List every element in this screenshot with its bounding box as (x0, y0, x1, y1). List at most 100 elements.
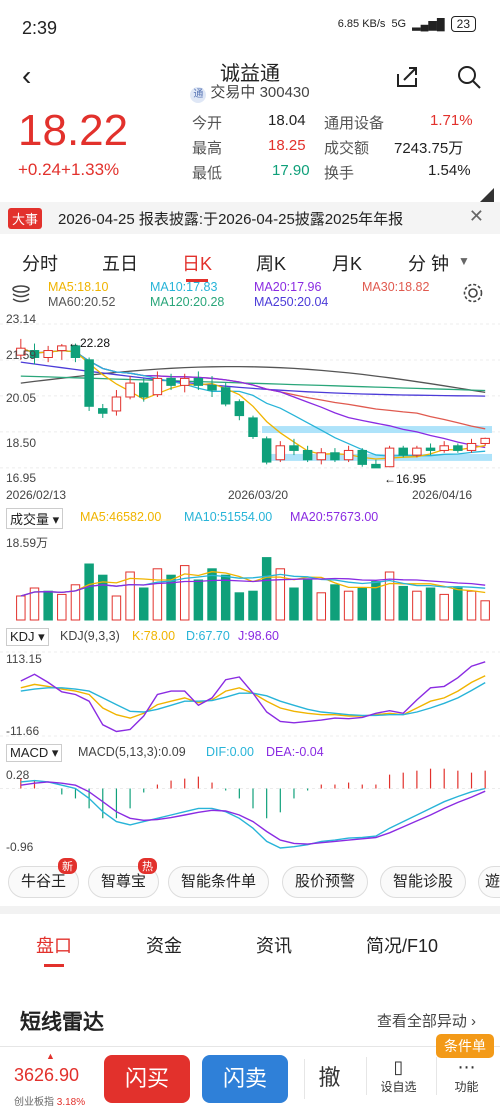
status-time: 2:39 (22, 18, 58, 38)
candle-body (357, 449, 367, 465)
tool-smart-order[interactable]: 智能条件单 (168, 866, 270, 898)
tool-label: 牛谷王 (21, 873, 67, 890)
flash-buy-button[interactable]: 闪买 (104, 1055, 190, 1103)
chevron-down-icon[interactable]: ▼ (458, 254, 470, 268)
turnover-value: 1.54% (428, 162, 471, 179)
candle-body (261, 438, 272, 463)
macd-indicator-select[interactable]: MACD ▾ (6, 744, 63, 762)
candle-body (152, 377, 163, 396)
stock-header: ‹ 诚益通 通交易中 300430 (0, 52, 500, 103)
share-icon[interactable] (394, 64, 420, 90)
more-icon: ⋯ (457, 1057, 476, 1077)
stock-status: 通交易中 300430 (0, 81, 500, 103)
flash-sell-button[interactable]: 闪卖 (202, 1055, 288, 1103)
candle-body (16, 347, 26, 356)
kdj-label: KDJ (10, 629, 35, 644)
volume-bar (384, 571, 395, 621)
tool-label: 智能条件单 (181, 873, 257, 890)
volume-bar (357, 587, 367, 621)
candle-body (316, 452, 327, 461)
volume-label: 成交量 (10, 512, 50, 527)
ma60-line (20, 365, 486, 394)
macd-dif-line (20, 779, 486, 849)
kdj-chart[interactable] (0, 648, 500, 740)
tab-pankou[interactable]: 盘口 (36, 932, 72, 967)
kdj-indicator-select[interactable]: KDJ ▾ (6, 628, 49, 646)
amount-label: 成交额 (324, 140, 370, 157)
chevron-right-icon: › (471, 1013, 476, 1030)
close-icon[interactable]: ✕ (468, 206, 484, 226)
macd-chart[interactable] (0, 764, 500, 858)
ma5-label: MA5:18.10 (48, 280, 109, 294)
function-menu-button[interactable]: ⋯ 功能 (436, 1057, 496, 1095)
kdj-params: KDJ(9,3,3) (60, 629, 120, 643)
volume-bar (43, 590, 53, 621)
macd-params: MACD(5,13,3):0.09 (78, 745, 186, 759)
candle-body (425, 447, 436, 451)
watchlist-icon: ▯ (393, 1057, 404, 1077)
volume-bar (248, 590, 258, 621)
network-type: 5G (391, 18, 407, 30)
radar-all-link[interactable]: 查看全部异动 › (377, 1010, 476, 1031)
expand-corner-icon[interactable] (480, 188, 494, 202)
candle-body (302, 449, 313, 461)
volume-bar (412, 590, 422, 621)
ma250-line (20, 361, 486, 397)
tab-yuek[interactable]: 月K (332, 254, 363, 274)
volume-bar (234, 592, 245, 621)
function-label: 功能 (454, 1080, 479, 1094)
tool-smart-diagnosis[interactable]: 智能诊股 (380, 866, 467, 898)
cancel-order-button[interactable]: 撤 (304, 1059, 354, 1099)
network-speed: 6.85 KB/s (337, 18, 386, 30)
tab-zhouk[interactable]: 周K (256, 254, 287, 274)
add-watchlist-button[interactable]: ▯ 设自选 (366, 1057, 430, 1095)
tool-more[interactable]: 遊 (478, 866, 500, 898)
layers-icon[interactable] (10, 284, 32, 304)
tab-fenshi[interactable]: 分时 (22, 254, 58, 274)
macd-max-tick: 0.28 (6, 768, 30, 782)
tab-rik[interactable]: 日K (182, 250, 212, 282)
kline-chart[interactable] (0, 310, 500, 486)
macd-dea-line (20, 781, 486, 845)
news-banner[interactable]: 大事 2026-04-25 报表披露:于2026-04-25披露2025年年报 … (0, 202, 500, 234)
tab-zijin[interactable]: 资金 (146, 936, 182, 956)
news-text: 2026-04-25 报表披露:于2026-04-25披露2025年年报 (58, 211, 404, 228)
index-value[interactable]: 3626.90 (14, 1065, 80, 1085)
detail-tabs: 盘口 资金 资讯 简况/F10 (0, 920, 500, 970)
macd-label: MACD (10, 745, 49, 760)
tab-zixun[interactable]: 资讯 (256, 936, 292, 956)
resistance-band (262, 426, 492, 434)
candle-body (98, 408, 108, 414)
volume-chart[interactable] (0, 530, 500, 622)
back-icon[interactable]: ‹ (22, 60, 32, 91)
volume-bar (453, 587, 463, 621)
tab-f10[interactable]: 简况/F10 (366, 936, 439, 956)
candle-body (234, 401, 245, 417)
candle-body (384, 447, 395, 468)
volume-indicator-select[interactable]: 成交量 ▾ (6, 508, 64, 529)
volume-bar (111, 595, 122, 621)
volume-bar (57, 593, 67, 621)
index-info: 创业板指 3.18% (14, 1093, 85, 1108)
sector-label[interactable]: 通用设备 (324, 115, 385, 132)
kdj-min-tick: -11.66 (6, 724, 40, 738)
vol-ma20-line (20, 577, 486, 597)
low-annotation: ←16.95 (384, 472, 427, 486)
status-right: 6.85 KB/s 5G ▂▄▆█ 23 (338, 16, 476, 32)
condition-order-badge[interactable]: 条件单 (436, 1034, 494, 1058)
candle-body (466, 442, 477, 451)
index-pct: 3.18% (56, 1097, 86, 1108)
new-badge: 新 (58, 858, 77, 874)
settings-gear-icon[interactable] (462, 282, 484, 304)
ma5-line (20, 347, 486, 460)
volume-bar (166, 574, 176, 621)
search-icon[interactable] (456, 64, 482, 90)
ma20-label: MA20:17.96 (254, 280, 322, 294)
stock-code: 300430 (259, 84, 310, 101)
tab-wuri[interactable]: 五日 (102, 254, 138, 274)
status-bar: 2:39 6.85 KB/s 5G ▂▄▆█ 23 (0, 0, 500, 52)
tool-label: 智能诊股 (393, 873, 454, 890)
candle-body (412, 447, 422, 456)
tool-price-alert[interactable]: 股价预警 (282, 866, 369, 898)
tab-minute[interactable]: 分 钟 (408, 254, 450, 274)
